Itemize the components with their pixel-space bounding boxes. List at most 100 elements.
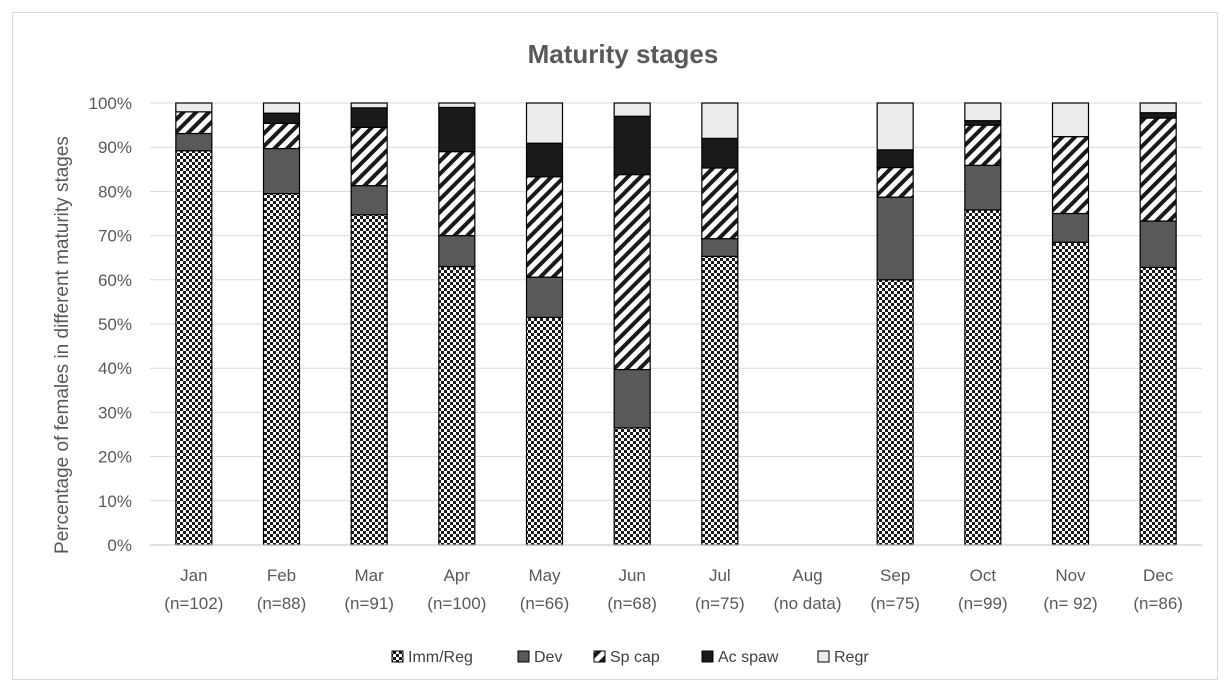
bar-ac-spaw-jul	[701, 137, 739, 169]
legend-swatch-regr	[817, 650, 830, 663]
bar-sp-cap-nov	[1051, 135, 1090, 215]
x-tick-label: Aug	[792, 566, 822, 585]
x-tick-sublabel: (n=66)	[520, 594, 570, 613]
bar-regr-feb	[262, 102, 301, 114]
x-tick-sublabel: (n= 92)	[1043, 594, 1097, 613]
bar-regr-jun	[613, 102, 651, 117]
y-tick-label: 80%	[98, 182, 132, 201]
x-tick-label: Nov	[1055, 566, 1086, 585]
bar-dev-feb	[262, 147, 301, 195]
x-tick-label: Jul	[709, 566, 731, 585]
bar-imm-reg-dec	[1139, 266, 1177, 546]
bar-imm-reg-feb	[262, 193, 301, 546]
legend: Imm/Reg Dev Sp cap Ac spaw Regr	[391, 649, 869, 666]
y-tick-label: 90%	[98, 138, 132, 157]
axes: 0% 10% 20% 30% 40% 50% 60% 70% 80% 90% 100% Jan (n=1…	[89, 94, 1202, 613]
bar-ac-spaw-mar	[350, 107, 388, 128]
bar-imm-reg-nov	[1051, 241, 1090, 546]
bar-imm-reg-may	[525, 316, 564, 546]
y-tick-label: 20%	[98, 448, 132, 467]
bar-dev-jan	[175, 132, 213, 152]
bar-ac-spaw-may	[525, 142, 564, 178]
bar-sp-cap-jun	[613, 174, 651, 371]
bar-dev-apr	[438, 235, 476, 268]
bar-dev-mar	[350, 185, 388, 216]
bar-dev-may	[525, 276, 564, 318]
bar-imm-reg-sep	[876, 279, 914, 546]
bar-imm-reg-oct	[964, 209, 1002, 546]
bar-dev-nov	[1051, 212, 1090, 243]
y-tick-label: 50%	[98, 315, 132, 334]
legend-swatch-sp-cap	[593, 650, 606, 663]
bar-sp-cap-apr	[438, 151, 476, 237]
bar-regr-oct	[964, 102, 1002, 122]
bar-sp-cap-may	[525, 176, 564, 278]
legend-label-imm-reg: Imm/Reg	[408, 649, 473, 666]
bar-sp-cap-mar	[350, 126, 388, 187]
y-tick-label: 0%	[107, 536, 132, 555]
bar-imm-reg-jul	[701, 255, 739, 546]
bar-ac-spaw-sep	[876, 149, 914, 169]
x-tick-sublabel: (n=91)	[344, 594, 394, 613]
bar-regr-sep	[876, 102, 914, 151]
gridlines	[150, 102, 1202, 502]
x-tick-sublabel: (n=100)	[427, 594, 486, 613]
x-tick-sublabel: (n=75)	[870, 594, 920, 613]
chart-frame	[12, 12, 1218, 680]
x-tick-label: Mar	[355, 566, 385, 585]
bar-dev-dec	[1139, 220, 1177, 269]
x-tick-label: Feb	[267, 566, 296, 585]
bar-sp-cap-jul	[701, 167, 739, 240]
bar-sp-cap-dec	[1139, 117, 1177, 222]
y-tick-label: 60%	[98, 271, 132, 290]
bar-ac-spaw-jun	[613, 115, 651, 176]
y-axis-label: Percentage of females in different matur…	[52, 136, 73, 554]
x-tick-label: Oct	[970, 566, 997, 585]
x-tick-label: Jan	[180, 566, 207, 585]
bar-sp-cap-sep	[876, 166, 914, 198]
x-tick-sublabel: (n=68)	[607, 594, 657, 613]
bar-imm-reg-apr	[438, 265, 476, 546]
y-tick-label: 70%	[98, 227, 132, 246]
x-tick-sublabel: (no data)	[773, 594, 841, 613]
bar-regr-jan	[175, 102, 213, 113]
legend-label-regr: Regr	[834, 649, 869, 666]
chart-title: Maturity stages	[528, 39, 719, 69]
bar-regr-jul	[701, 102, 739, 139]
y-tick-label: 10%	[98, 492, 132, 511]
bar-imm-reg-jun	[613, 427, 651, 546]
bar-ac-spaw-dec	[1139, 112, 1177, 119]
x-tick-sublabel: (n=75)	[695, 594, 745, 613]
legend-swatch-ac-spaw	[701, 650, 714, 663]
bar-sp-cap-oct	[964, 124, 1002, 166]
bars	[175, 102, 1177, 546]
bar-dev-oct	[964, 164, 1002, 211]
x-tick-label: May	[528, 566, 561, 585]
bar-dev-jul	[701, 238, 739, 257]
bar-regr-dec	[1139, 102, 1177, 114]
y-tick-label: 40%	[98, 359, 132, 378]
bar-sp-cap-feb	[262, 122, 301, 150]
bar-dev-jun	[613, 368, 651, 429]
x-tick-label: Jun	[618, 566, 645, 585]
x-tick-sublabel: (n=88)	[257, 594, 307, 613]
x-tick-sublabel: (n=99)	[958, 594, 1008, 613]
bar-ac-spaw-oct	[964, 120, 1002, 126]
legend-label-sp-cap: Sp cap	[610, 649, 660, 666]
legend-swatch-dev	[517, 650, 530, 663]
bar-ac-spaw-feb	[262, 112, 301, 124]
legend-swatch-imm-reg	[391, 650, 404, 663]
bar-ac-spaw-apr	[438, 106, 476, 153]
bar-imm-reg-jan	[175, 150, 213, 546]
bar-sp-cap-jan	[175, 111, 213, 135]
y-tick-label: 100%	[89, 94, 132, 113]
bar-regr-nov	[1051, 102, 1090, 138]
x-tick-label: Sep	[880, 566, 910, 585]
bar-dev-sep	[876, 196, 914, 281]
bar-regr-apr	[438, 102, 476, 109]
y-tick-label: 30%	[98, 403, 132, 422]
x-tick-label: Dec	[1143, 566, 1174, 585]
bar-imm-reg-mar	[350, 214, 388, 546]
x-tick-sublabel: (n=102)	[164, 594, 223, 613]
